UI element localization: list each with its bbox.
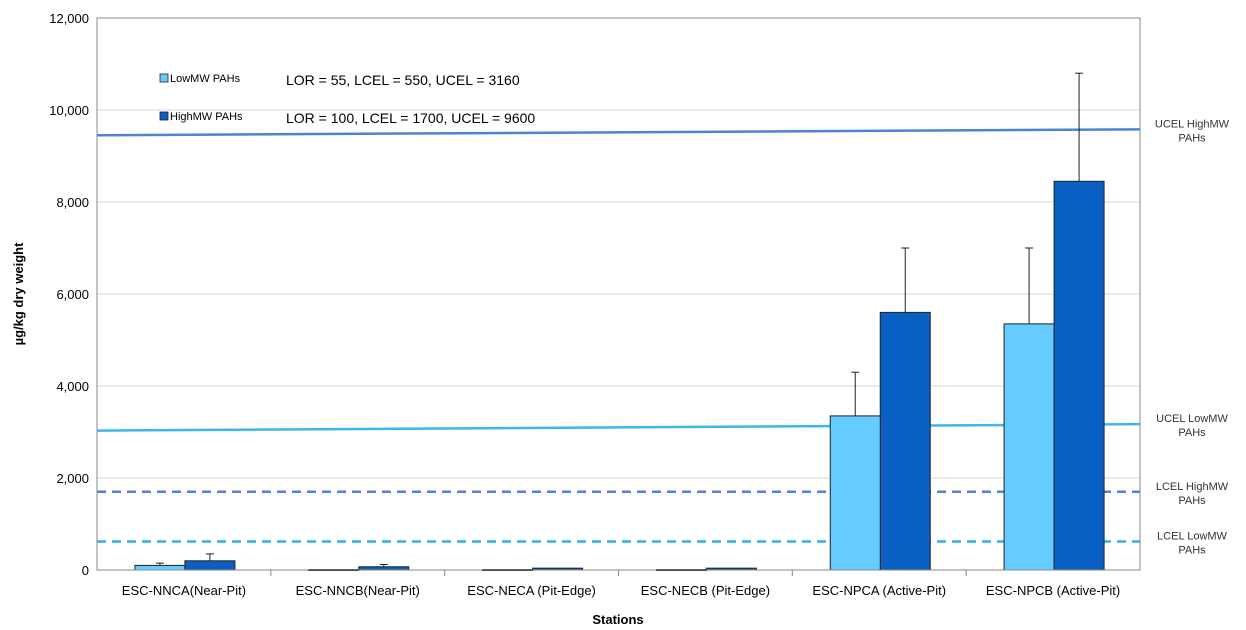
legend: LowMW PAHs LOR = 55, LCEL = 550, UCEL = 3… (159, 72, 535, 126)
legend-note: LOR = 100, LCEL = 1700, UCEL = 9600 (286, 110, 535, 126)
y-tick-label: 6,000 (56, 287, 89, 302)
bar (879, 311, 931, 571)
reference-line-label-part: LCEL HighMW (1156, 481, 1229, 493)
y-tick-label: 12,000 (49, 11, 89, 26)
reference-line-label-part: PAHs (1178, 495, 1206, 507)
y-tick-label: 8,000 (56, 195, 89, 210)
gridlines (97, 109, 1140, 479)
reference-line-label: LCEL LowMW PAHs (1157, 530, 1228, 556)
reference-line-label-part: UCEL HighMW (1155, 118, 1230, 130)
legend-swatch (159, 73, 169, 83)
bar (184, 560, 236, 571)
x-category-label: ESC-NPCA (Active-Pit) (812, 583, 946, 598)
legend-note: LOR = 55, LCEL = 550, UCEL = 3160 (286, 72, 520, 88)
reference-line-label: UCEL HighMW PAHs (1155, 118, 1230, 144)
reference-line-label-part: PAHs (1178, 544, 1206, 556)
legend-label: LowMW PAHs (170, 73, 241, 85)
x-category-label: ESC-NNCB(Near-Pit) (296, 583, 420, 598)
bar (829, 415, 881, 571)
x-axis-title: Stations (592, 612, 643, 627)
bars (134, 180, 1105, 572)
x-category-label: ESC-NECB (Pit-Edge) (641, 583, 770, 598)
x-category-label: ESC-NECA (Pit-Edge) (467, 583, 596, 598)
y-tick-label: 2,000 (56, 471, 89, 486)
y-tick-labels: 0 2,000 4,000 6,000 8,000 10,000 12,000 (49, 11, 89, 578)
reference-line-label-part: PAHs (1178, 132, 1206, 144)
y-axis-title: µg/kg dry weight (11, 242, 26, 346)
reference-line (96, 422, 1141, 432)
bar (1053, 180, 1105, 571)
x-category-label: ESC-NNCA(Near-Pit) (122, 583, 246, 598)
y-tick-label: 0 (82, 563, 89, 578)
legend-label: HighMW PAHs (170, 111, 243, 123)
bar (1003, 323, 1055, 571)
reference-line-label-part: PAHs (1178, 427, 1206, 439)
reference-line-label-part: LCEL LowMW (1157, 530, 1228, 542)
plot-border (96, 17, 1141, 571)
reference-line-label-part: UCEL LowMW (1156, 413, 1228, 425)
legend-swatch (159, 111, 169, 121)
y-tick-label: 10,000 (49, 103, 89, 118)
y-tick-label: 4,000 (56, 379, 89, 394)
reference-line (96, 128, 1141, 137)
reference-line-label: UCEL LowMW PAHs (1156, 413, 1228, 439)
error-bars (155, 72, 1084, 567)
x-category-label: ESC-NPCB (Active-Pit) (986, 583, 1120, 598)
bar (134, 564, 186, 571)
reference-line-label: LCEL HighMW PAHs (1156, 481, 1229, 507)
x-category-labels: ESC-NNCA(Near-Pit) ESC-NNCB(Near-Pit) ESC-… (122, 570, 1120, 598)
